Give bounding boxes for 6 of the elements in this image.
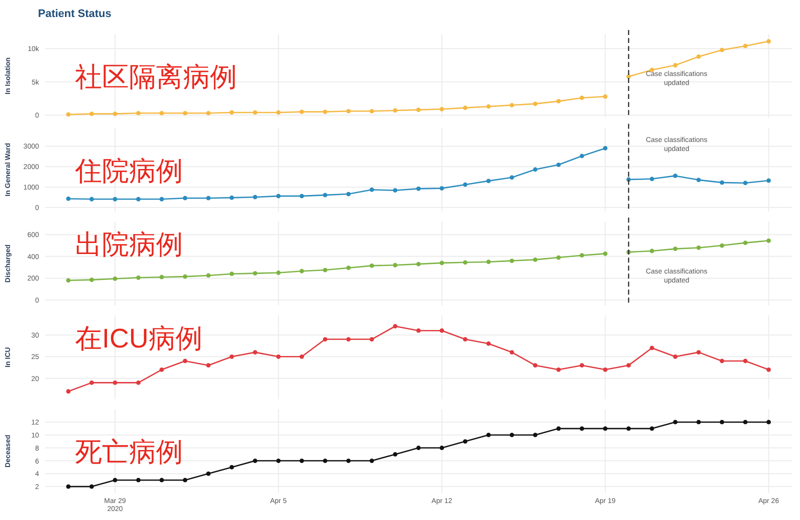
annotation: 出院病例 [75,230,183,260]
annotation: 社区隔离病例 [75,62,237,92]
annotation: 在ICU病例 [75,323,202,354]
chart-title: Patient Status [38,8,112,20]
annotation: 死亡病例 [75,437,183,468]
annotation: 住院病例 [74,156,183,186]
